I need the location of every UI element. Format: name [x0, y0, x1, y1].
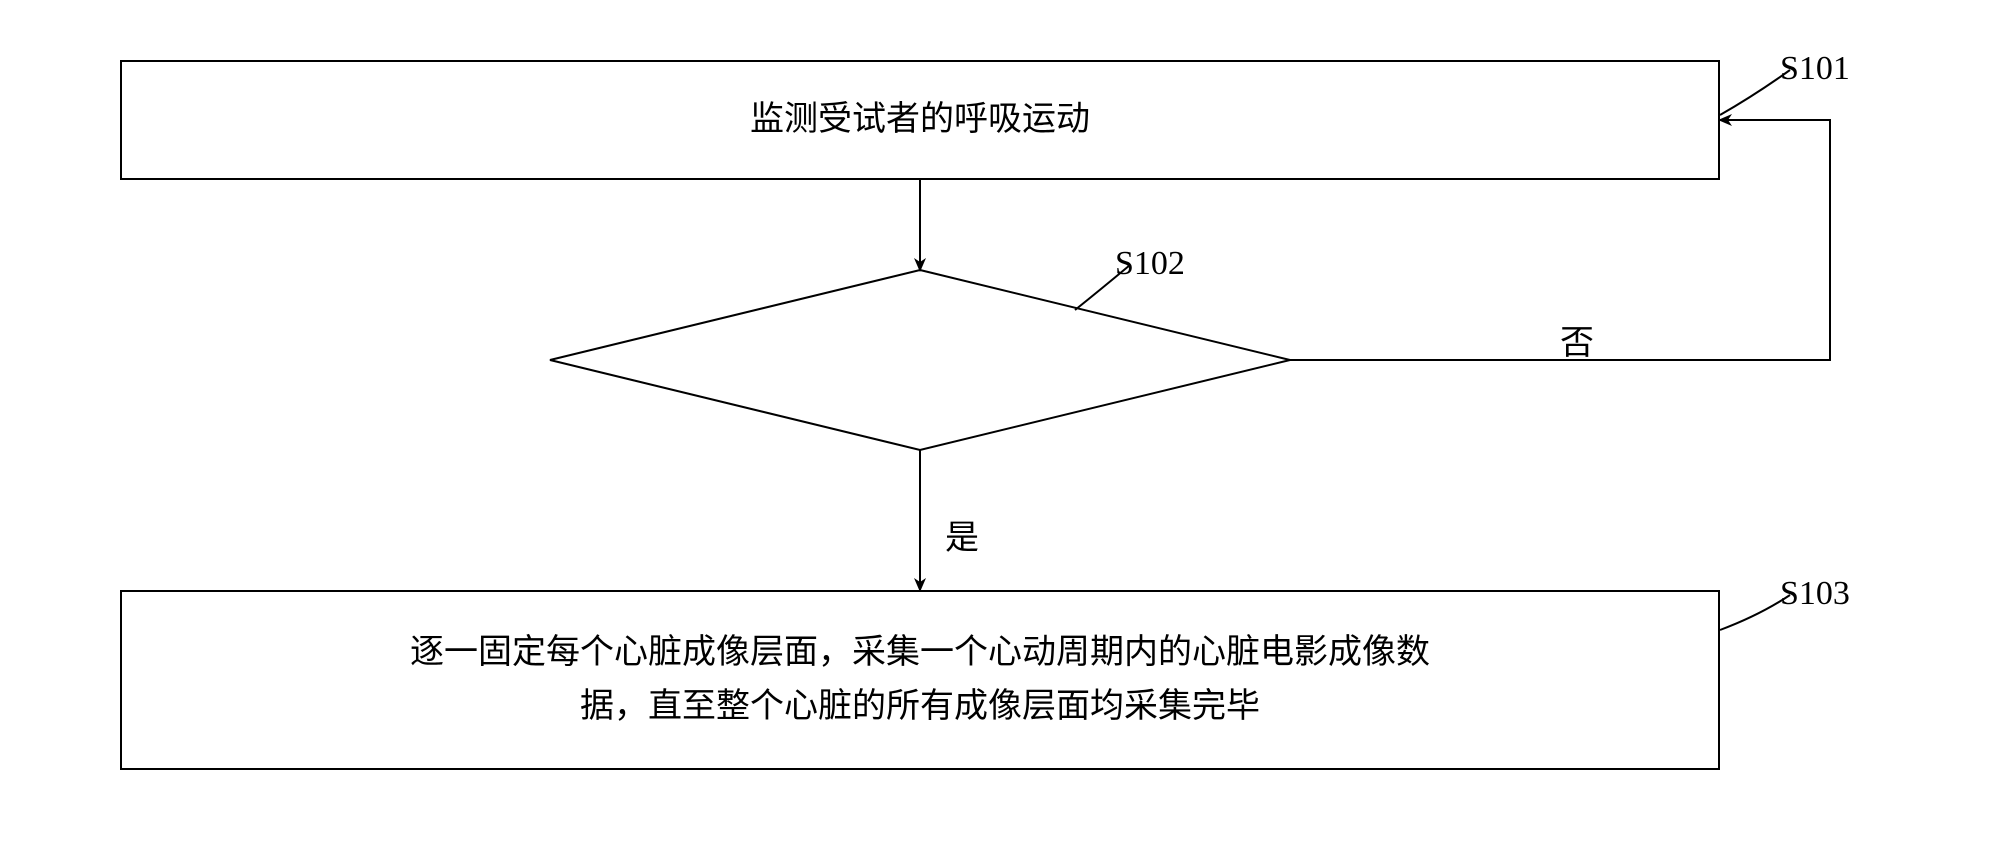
flow-label-s103: S103 — [1780, 575, 1850, 613]
flow-label-s101: S101 — [1780, 50, 1850, 88]
flow-node-s103: 逐一固定每个心脏成像层面，采集一个心动周期内的心脏电影成像数 据，直至整个心脏的… — [120, 590, 1720, 770]
flow-node-s102-text: 呼吸运动进入呼气末期时段？ — [550, 330, 1290, 379]
flow-node-s103-text: 逐一固定每个心脏成像层面，采集一个心动周期内的心脏电影成像数 据，直至整个心脏的… — [410, 626, 1430, 735]
flow-node-s101: 监测受试者的呼吸运动 — [120, 60, 1720, 180]
flow-label-s102: S102 — [1115, 245, 1185, 283]
edge-label-no: 否 — [1560, 315, 1594, 364]
edge-label-yes: 是 — [945, 510, 979, 559]
flow-node-s101-text: 监测受试者的呼吸运动 — [750, 93, 1090, 147]
